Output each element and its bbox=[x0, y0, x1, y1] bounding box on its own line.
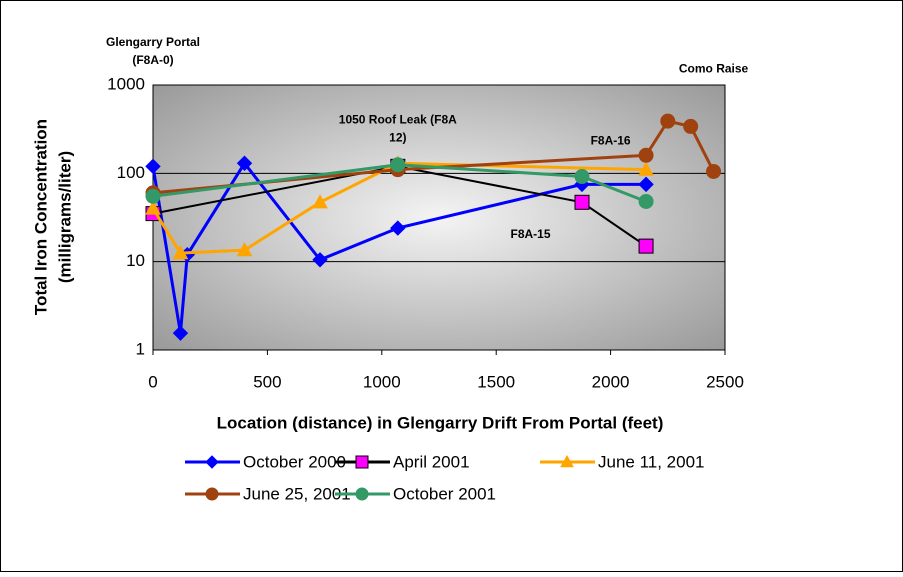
marker bbox=[660, 113, 676, 129]
annotation: Glengarry Portal bbox=[106, 35, 200, 49]
legend-marker bbox=[560, 454, 574, 468]
legend-marker bbox=[355, 487, 369, 501]
marker bbox=[172, 245, 189, 260]
marker bbox=[145, 200, 161, 215]
series-line bbox=[152, 165, 647, 247]
x-tick-label: 2000 bbox=[592, 372, 630, 391]
marker bbox=[706, 163, 722, 179]
annotation: F8A-15 bbox=[511, 227, 551, 241]
legend-label: April 2001 bbox=[393, 452, 470, 471]
marker bbox=[236, 155, 253, 171]
marker bbox=[236, 242, 253, 257]
legend-marker bbox=[205, 455, 219, 469]
marker bbox=[574, 169, 590, 185]
marker bbox=[390, 157, 406, 173]
marker bbox=[638, 193, 654, 209]
marker bbox=[638, 176, 654, 193]
legend-label: June 11, 2001 bbox=[598, 452, 705, 471]
marker bbox=[638, 147, 654, 163]
marker bbox=[574, 194, 590, 210]
legend-label: June 25, 2001 bbox=[243, 484, 351, 503]
legend-marker bbox=[205, 487, 219, 501]
annotation: Como Raise bbox=[679, 62, 749, 76]
marker bbox=[145, 158, 161, 175]
x-tick-label: 0 bbox=[148, 372, 157, 391]
series-line bbox=[152, 163, 647, 203]
marker bbox=[638, 161, 654, 176]
annotation: 12) bbox=[389, 130, 406, 144]
marker bbox=[683, 118, 699, 134]
legend-label: October 2001 bbox=[393, 484, 496, 503]
y-axis-label: (milligrams/liter) bbox=[55, 151, 74, 283]
x-axis-label: Location (distance) in Glengarry Drift F… bbox=[217, 413, 664, 432]
marker bbox=[172, 325, 189, 341]
y-tick-label: 100 bbox=[117, 163, 145, 182]
legend-marker bbox=[355, 455, 369, 469]
legend-label: October 2000 bbox=[243, 452, 346, 471]
marker bbox=[638, 238, 654, 254]
y-tick-label: 1000 bbox=[107, 74, 145, 93]
y-tick-label: 10 bbox=[126, 251, 145, 270]
x-tick-label: 1000 bbox=[363, 372, 401, 391]
y-tick-label: 1 bbox=[136, 339, 145, 358]
annotation: 1050 Roof Leak (F8A bbox=[339, 112, 457, 126]
marker bbox=[145, 188, 161, 204]
marker bbox=[312, 194, 328, 209]
annotation: (F8A-0) bbox=[132, 53, 173, 67]
x-tick-label: 2500 bbox=[706, 372, 744, 391]
x-tick-label: 500 bbox=[253, 372, 281, 391]
series-line bbox=[151, 161, 647, 255]
series-line bbox=[151, 160, 647, 334]
series-line bbox=[152, 119, 715, 195]
annotation: F8A-16 bbox=[591, 134, 631, 148]
marker bbox=[312, 252, 328, 268]
x-tick-label: 1500 bbox=[477, 372, 515, 391]
y-axis-label: Total Iron Concentration bbox=[31, 119, 50, 315]
marker bbox=[390, 220, 406, 236]
